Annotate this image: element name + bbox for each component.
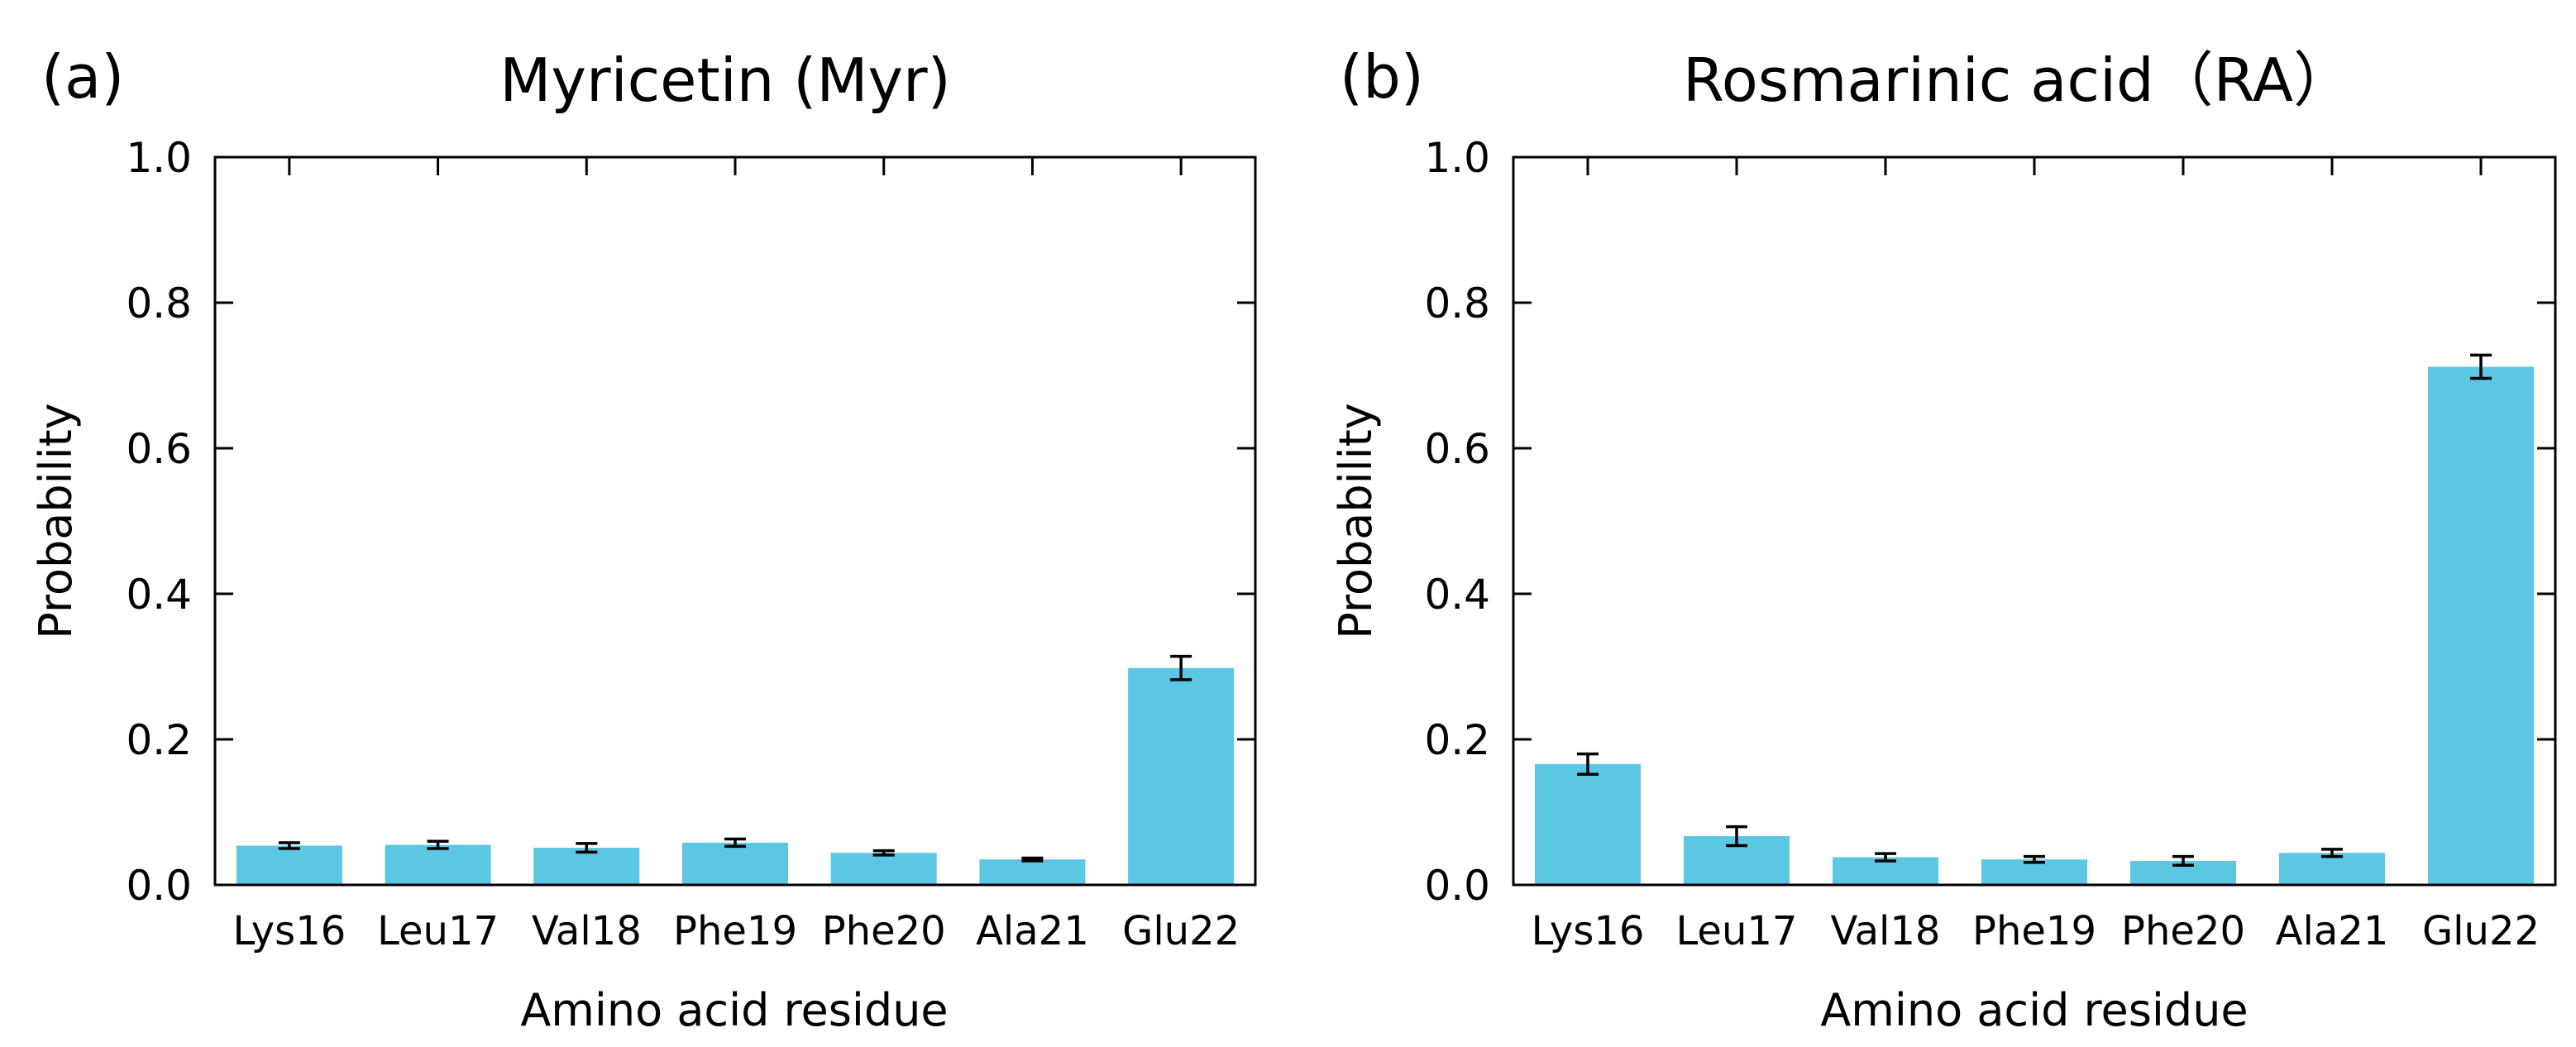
y-tick-label: 1.0: [126, 134, 192, 182]
y-axis-title: Probability: [1330, 403, 1382, 638]
error-bar-glu22: [1170, 654, 1192, 681]
error-bar-glu22: [2470, 353, 2492, 380]
error-bar-val18: [576, 842, 598, 854]
y-tick-label: 0.0: [126, 862, 192, 910]
error-bar-phe19: [2024, 854, 2045, 864]
y-tick-label: 0.6: [1424, 425, 1490, 473]
x-category-label: Phe19: [1972, 908, 2096, 954]
plot-frame: [1512, 155, 2557, 887]
x-axis-title: Amino acid residue: [1820, 984, 2248, 1036]
y-tick-label: 0.0: [1424, 862, 1490, 910]
y-axis-title: Probability: [30, 403, 82, 638]
error-bar-ala21: [2321, 848, 2343, 858]
y-tick-label: 0.4: [1424, 571, 1490, 619]
y-tick-label: 0.6: [126, 425, 192, 473]
y-tick-label: 0.2: [1424, 716, 1490, 764]
bar-ala21: [979, 859, 1086, 885]
y-tick-label: 0.8: [126, 280, 192, 327]
plot-frame: [213, 155, 1257, 887]
x-axis-title: Amino acid residue: [520, 984, 948, 1036]
chart-title: Myricetin (Myr): [499, 45, 950, 115]
bar-ala21: [2279, 853, 2385, 885]
bar-phe20: [830, 853, 937, 885]
error-bar-phe19: [724, 837, 746, 849]
x-category-label: Phe20: [2121, 908, 2245, 954]
x-category-label: Lys16: [1532, 908, 1645, 954]
panel-letter: (b): [1340, 42, 1424, 112]
x-category-label: Val18: [532, 908, 642, 954]
x-category-label: Glu22: [1122, 908, 1240, 954]
error-bar-phe20: [2172, 854, 2194, 867]
error-bar-val18: [1875, 852, 1896, 863]
bar-lys16: [236, 845, 342, 885]
y-tick-label: 0.4: [126, 571, 192, 619]
x-category-label: Val18: [1831, 908, 1941, 954]
error-bar-lys16: [278, 841, 300, 850]
chart-panel-b: (b) Rosmarinic acid（RA） Probability Amin…: [1330, 42, 2557, 1036]
chart-panel-a: (a) Myricetin (Myr) Probability Amino ac…: [30, 42, 1257, 1036]
error-bar-leu17: [427, 839, 449, 850]
chart-title: Rosmarinic acid（RA）: [1683, 45, 2353, 115]
x-category-label: Glu22: [2422, 908, 2540, 954]
bar-val18: [533, 848, 640, 885]
error-bar-ala21: [1021, 856, 1044, 863]
y-tick-label: 0.8: [1424, 280, 1490, 327]
bar-phe19: [682, 842, 788, 885]
error-bar-lys16: [1577, 752, 1599, 776]
y-tick-label: 1.0: [1424, 134, 1490, 182]
bar-glu22: [2428, 366, 2534, 885]
x-category-label: Leu17: [1676, 908, 1798, 954]
x-category-label: Ala21: [976, 908, 1089, 954]
bar-glu22: [1128, 667, 1235, 885]
x-category-label: Leu17: [377, 908, 499, 954]
error-bar-leu17: [1726, 825, 1747, 848]
x-category-label: Ala21: [2276, 908, 2389, 954]
y-tick-label: 0.2: [126, 716, 192, 764]
x-category-label: Phe20: [822, 908, 946, 954]
x-category-label: Lys16: [232, 908, 346, 954]
error-bar-phe20: [872, 849, 895, 857]
bar-leu17: [385, 844, 491, 885]
bar-lys16: [1535, 763, 1641, 885]
panel-letter: (a): [41, 42, 124, 112]
x-category-label: Phe19: [673, 908, 797, 954]
